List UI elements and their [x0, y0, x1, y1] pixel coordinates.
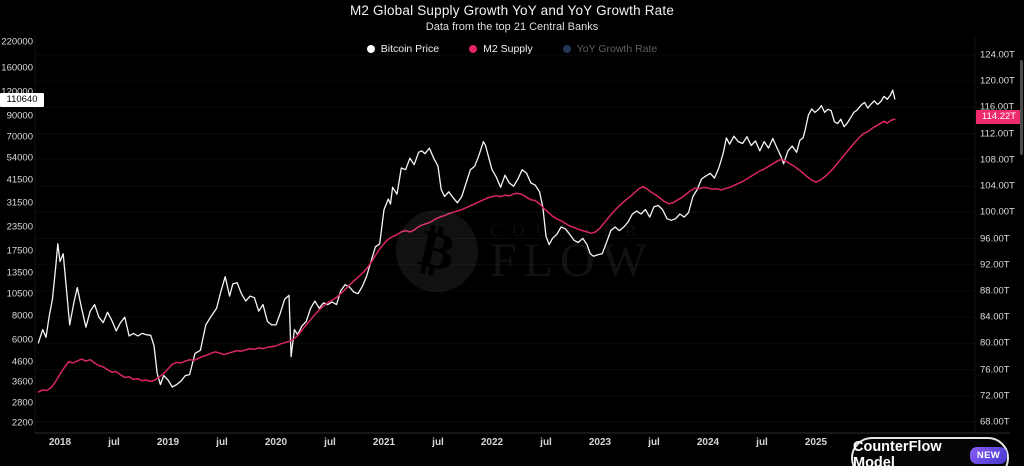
- right-axis-tick: 80.00T: [980, 337, 1010, 349]
- counterflow-model-button[interactable]: CounterFlow Model NEW: [851, 437, 1009, 466]
- x-axis-tick: 2025: [804, 437, 828, 448]
- left-axis-tick: 31500: [6, 197, 33, 209]
- left-axis-tick: 6000: [11, 334, 33, 346]
- series-m2-supply: [37, 118, 896, 393]
- right-axis-tick: 124.00T: [980, 49, 1015, 61]
- m2-supply-tag: 114.22T: [976, 110, 1022, 124]
- left-axis-tick: 13500: [6, 267, 33, 279]
- x-axis-tick: jul: [324, 437, 336, 448]
- legend-label: YoY Growth Rate: [576, 43, 658, 55]
- left-axis-tick: 160000: [1, 62, 33, 74]
- left-axis-tick: 23500: [6, 221, 33, 233]
- left-axis-tick: 17500: [6, 245, 33, 257]
- x-axis-tick: 2019: [156, 437, 180, 448]
- btc-price-tag: 110640: [0, 93, 44, 107]
- legend-dot: [366, 45, 375, 53]
- x-axis-tick: 2023: [588, 437, 612, 448]
- left-axis-tick: 220000: [1, 36, 33, 48]
- left-axis-tick: 70000: [6, 131, 33, 143]
- x-axis-tick: 2022: [480, 437, 504, 448]
- x-axis-tick: 2021: [372, 437, 396, 448]
- right-axis-tick: 96.00T: [980, 233, 1010, 244]
- scrollbar-thumb[interactable]: [1020, 60, 1023, 155]
- right-axis-tick: 88.00T: [980, 285, 1010, 297]
- left-axis-tick: 54000: [6, 152, 33, 164]
- legend-item-m2-supply[interactable]: M2 Supply: [469, 43, 533, 55]
- right-axis-tick: 112.00T: [980, 128, 1015, 140]
- series-bitcoin-price: [37, 89, 896, 388]
- x-axis-tick: jul: [756, 437, 768, 448]
- right-axis-tick: 116.00T: [980, 101, 1015, 113]
- right-axis-tick: 84.00T: [980, 311, 1010, 323]
- chart-title: M2 Global Supply Growth YoY and YoY Grow…: [349, 3, 675, 18]
- right-axis-tick: 92.00T: [980, 259, 1010, 271]
- right-axis-tick: 76.00T: [980, 364, 1010, 376]
- right-axis-tick: 104.00T: [980, 180, 1015, 192]
- legend-dot: [469, 45, 478, 53]
- left-axis-tick: 8000: [11, 310, 33, 322]
- x-axis-tick: 2024: [696, 437, 720, 448]
- x-axis-tick: jul: [432, 437, 444, 448]
- left-axis-tick: 2200: [11, 417, 33, 429]
- x-axis-tick: jul: [216, 437, 228, 448]
- right-axis-tick: 72.00T: [980, 390, 1010, 402]
- counterflow-model-label: CounterFlow Model: [853, 439, 942, 466]
- left-axis-tick: 10500: [6, 288, 33, 300]
- right-axis-tick: 68.00T: [980, 416, 1010, 428]
- legend-dot: [562, 45, 571, 53]
- left-axis-tick: 90000: [6, 110, 33, 122]
- x-axis-tick: jul: [108, 437, 120, 448]
- right-axis-tick: 100.00T: [980, 206, 1015, 218]
- left-axis-tick: 120000: [0, 87, 33, 98]
- x-axis-tick: jul: [648, 437, 660, 448]
- legend-item-yoy-growth-rate[interactable]: YoY Growth Rate: [562, 43, 658, 55]
- x-axis-tick: 2020: [264, 437, 288, 448]
- legend-label: M2 Supply: [483, 43, 533, 55]
- legend: Bitcoin Price M2 Supply YoY Growth Rate: [0, 43, 1024, 55]
- legend-item-bitcoin-price[interactable]: Bitcoin Price: [366, 43, 440, 55]
- left-axis-tick: 4600: [11, 356, 33, 368]
- left-axis-tick: 3600: [11, 376, 33, 388]
- left-axis-tick: 41500: [6, 174, 33, 186]
- x-axis-tick: 2018: [48, 437, 72, 448]
- legend-label: Bitcoin Price: [380, 43, 440, 55]
- chart-subtitle: Data from the top 21 Central Banks: [425, 21, 599, 33]
- left-axis-tick: 2800: [11, 397, 33, 409]
- right-axis-tick: 120.00T: [980, 75, 1015, 87]
- new-badge: NEW: [969, 446, 1007, 464]
- right-axis-tick: 108.00T: [980, 154, 1015, 166]
- x-axis-tick: jul: [540, 437, 552, 448]
